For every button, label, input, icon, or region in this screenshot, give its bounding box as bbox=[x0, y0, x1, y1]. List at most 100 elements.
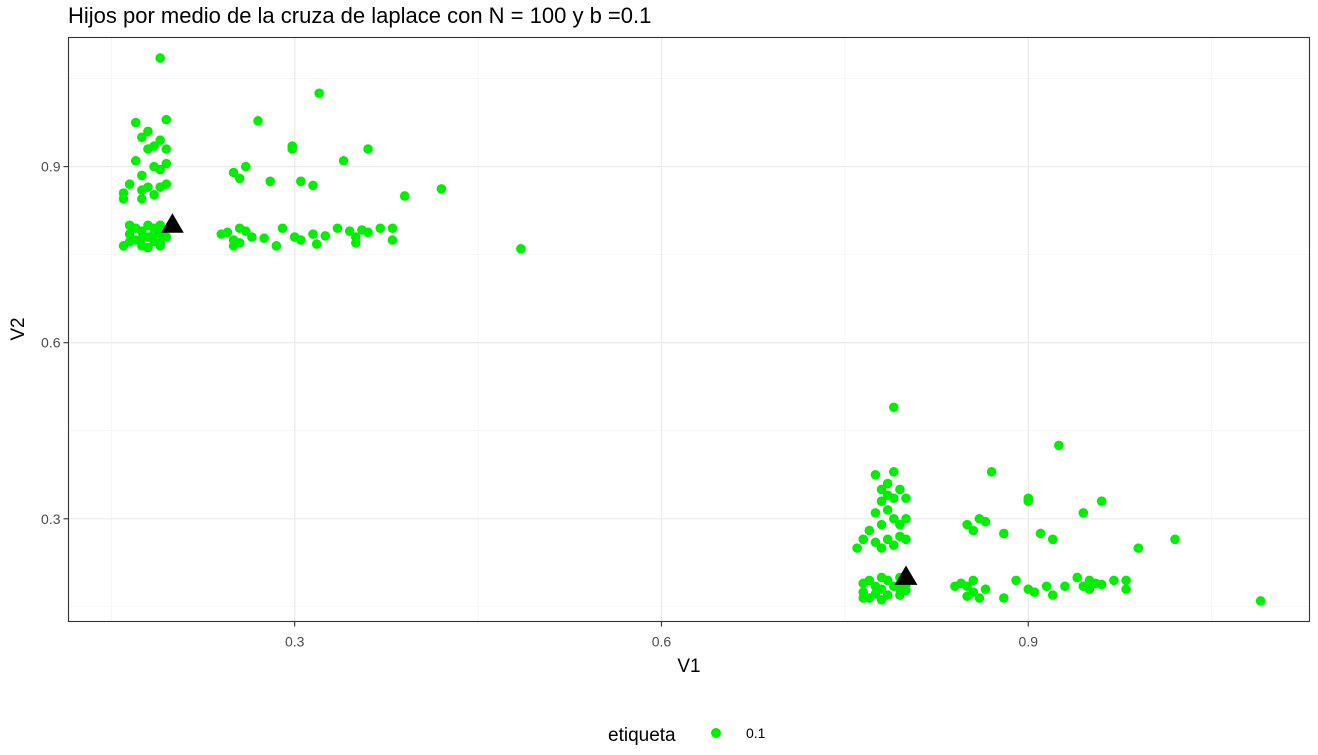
data-point bbox=[137, 226, 147, 236]
data-point bbox=[888, 402, 899, 413]
y-tick-label: 0.3 bbox=[41, 511, 61, 527]
data-point bbox=[399, 191, 410, 201]
data-point bbox=[1029, 587, 1040, 597]
x-tick-label: 0.6 bbox=[652, 634, 672, 650]
data-point bbox=[296, 235, 306, 245]
data-point bbox=[124, 229, 135, 239]
data-point bbox=[858, 578, 869, 589]
data-point bbox=[895, 519, 905, 530]
data-point bbox=[130, 155, 141, 166]
data-point bbox=[344, 226, 355, 236]
data-point bbox=[1072, 572, 1082, 583]
data-point bbox=[1054, 440, 1064, 451]
data-point bbox=[876, 543, 887, 553]
data-point bbox=[980, 516, 991, 527]
data-point bbox=[216, 229, 227, 239]
data-point bbox=[161, 232, 172, 242]
data-points bbox=[118, 53, 1266, 606]
data-point bbox=[253, 116, 263, 126]
data-point bbox=[1170, 534, 1180, 545]
data-point bbox=[870, 537, 881, 548]
data-point bbox=[986, 467, 997, 477]
data-point bbox=[271, 241, 282, 251]
data-point bbox=[876, 484, 887, 495]
data-point bbox=[888, 540, 899, 550]
x-axis-title: V1 bbox=[677, 656, 700, 677]
data-point bbox=[888, 493, 899, 504]
data-point bbox=[864, 525, 875, 536]
x-axis-ticks: 0.3 0.6 0.9 bbox=[285, 621, 1039, 650]
y-axis-title: V2 bbox=[8, 317, 29, 340]
data-point bbox=[338, 155, 349, 166]
data-point bbox=[974, 593, 985, 603]
data-point bbox=[950, 581, 960, 592]
data-point bbox=[265, 176, 276, 187]
data-point bbox=[516, 243, 526, 254]
data-point bbox=[1078, 581, 1089, 592]
data-point bbox=[161, 158, 172, 169]
data-point bbox=[155, 164, 165, 175]
data-point-triangle bbox=[894, 565, 918, 585]
data-point bbox=[999, 528, 1009, 539]
data-point bbox=[143, 126, 153, 137]
plot-border bbox=[67, 36, 1311, 623]
data-point bbox=[314, 88, 324, 99]
data-point bbox=[155, 53, 165, 63]
x-tick-label: 0.9 bbox=[1019, 634, 1039, 650]
data-point bbox=[375, 223, 386, 234]
grid-lines bbox=[68, 37, 1310, 622]
data-point bbox=[876, 519, 887, 530]
data-point bbox=[1133, 543, 1144, 553]
data-point bbox=[436, 184, 447, 194]
data-point bbox=[858, 593, 869, 603]
data-point bbox=[161, 179, 172, 190]
data-point bbox=[1078, 508, 1089, 518]
data-point bbox=[980, 584, 991, 595]
data-point bbox=[882, 505, 893, 515]
legend-key-0.1 bbox=[711, 728, 721, 738]
data-point bbox=[870, 469, 881, 480]
data-point bbox=[130, 117, 141, 128]
chart-title: Hijos por medio de la cruza de laplace c… bbox=[68, 3, 651, 28]
data-point bbox=[1109, 575, 1119, 586]
data-point bbox=[876, 594, 887, 605]
data-point bbox=[311, 239, 322, 249]
data-point bbox=[296, 176, 306, 187]
data-point bbox=[124, 179, 135, 190]
data-point bbox=[888, 513, 899, 524]
data-point bbox=[161, 114, 172, 125]
data-point bbox=[155, 241, 165, 251]
data-point bbox=[351, 238, 361, 248]
data-point bbox=[161, 144, 172, 154]
data-point bbox=[287, 144, 298, 154]
data-point bbox=[308, 180, 318, 191]
data-point bbox=[1255, 596, 1266, 606]
legend-label-0.1: 0.1 bbox=[746, 725, 766, 741]
data-point bbox=[1011, 575, 1021, 586]
data-point bbox=[1023, 496, 1034, 506]
data-point bbox=[387, 235, 398, 245]
data-point bbox=[155, 220, 165, 231]
data-point bbox=[1121, 575, 1131, 586]
data-point bbox=[870, 508, 881, 518]
data-point bbox=[901, 493, 911, 504]
data-point bbox=[1060, 581, 1070, 592]
data-point bbox=[259, 233, 269, 244]
data-point bbox=[228, 241, 239, 251]
data-point-triangle bbox=[161, 213, 184, 233]
data-point bbox=[999, 593, 1009, 603]
data-point bbox=[1096, 496, 1107, 506]
data-point bbox=[118, 241, 129, 251]
data-point bbox=[852, 543, 862, 553]
data-point bbox=[137, 170, 147, 181]
data-point bbox=[137, 132, 147, 143]
data-point bbox=[228, 167, 239, 178]
data-point bbox=[320, 231, 331, 241]
x-tick-label: 0.3 bbox=[285, 634, 305, 650]
data-point bbox=[234, 173, 245, 184]
data-point bbox=[137, 194, 147, 204]
data-point bbox=[882, 478, 893, 489]
data-point bbox=[149, 189, 159, 200]
